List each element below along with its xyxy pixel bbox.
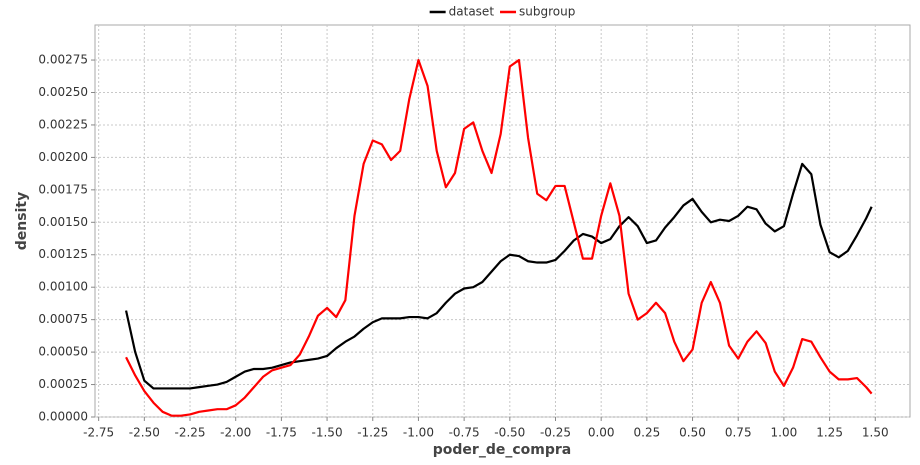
legend-label: subgroup — [519, 5, 575, 19]
y-tick-label: 0.00150 — [38, 215, 88, 229]
x-tick-label: -2.25 — [174, 426, 205, 440]
x-tick-label: -1.50 — [312, 426, 343, 440]
y-tick-label: 0.00100 — [38, 280, 88, 294]
x-tick-label: 1.00 — [771, 426, 798, 440]
x-tick-label: 0.50 — [679, 426, 706, 440]
line-series — [125, 58, 873, 417]
x-tick-label: -1.25 — [357, 426, 388, 440]
x-tick-label: 0.75 — [725, 426, 752, 440]
y-tick-label: 0.00250 — [38, 85, 88, 99]
x-tick-label: -0.75 — [449, 426, 480, 440]
x-tick-label: -0.50 — [494, 426, 525, 440]
x-tick-label: -1.00 — [403, 426, 434, 440]
x-tick-label: -2.75 — [83, 426, 114, 440]
y-tick-label: 0.00050 — [38, 345, 88, 359]
y-tick-label: 0.00000 — [38, 410, 88, 424]
y-tick-label: 0.00275 — [38, 53, 88, 67]
y-tick-label: 0.00225 — [38, 117, 88, 131]
line-series — [124, 162, 873, 390]
y-tick-label: 0.00075 — [38, 312, 88, 326]
x-tick-label: 1.50 — [862, 426, 889, 440]
x-tick-label: -2.50 — [129, 426, 160, 440]
y-axis-title: density — [14, 192, 30, 250]
x-tick-label: 1.25 — [816, 426, 843, 440]
x-tick-label: 0.25 — [634, 426, 661, 440]
x-tick-label: 0.00 — [588, 426, 615, 440]
x-axis-title: poder_de_compra — [433, 442, 571, 458]
plot-area — [94, 24, 911, 418]
y-tick-label: 0.00025 — [38, 377, 88, 391]
x-tick-label: -0.25 — [540, 426, 571, 440]
legend-label: dataset — [449, 5, 495, 19]
x-tick-label: -2.00 — [220, 426, 251, 440]
y-tick-label: 0.00175 — [38, 182, 88, 196]
y-tick-label: 0.00125 — [38, 247, 88, 261]
y-tick-label: 0.00200 — [38, 150, 88, 164]
legend: dataset subgroup — [429, 5, 575, 19]
x-tick-label: -1.75 — [266, 426, 297, 440]
